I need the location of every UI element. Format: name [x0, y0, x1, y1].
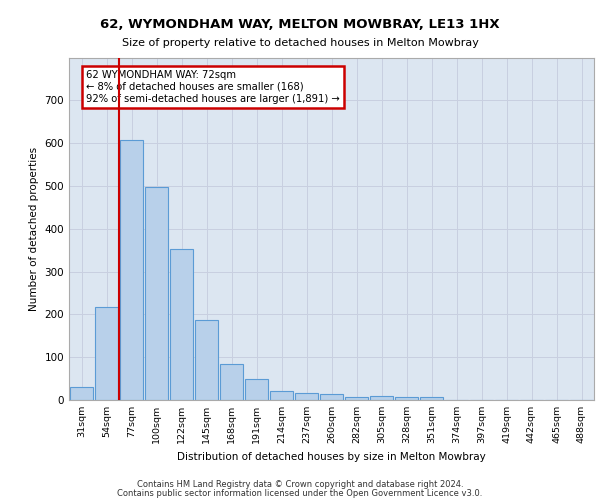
- Bar: [70, 387, 94, 400]
- Bar: [295, 392, 319, 400]
- Bar: [419, 397, 443, 400]
- Bar: [344, 396, 368, 400]
- Text: Size of property relative to detached houses in Melton Mowbray: Size of property relative to detached ho…: [122, 38, 478, 48]
- Text: 62 WYMONDHAM WAY: 72sqm
← 8% of detached houses are smaller (168)
92% of semi-de: 62 WYMONDHAM WAY: 72sqm ← 8% of detached…: [86, 70, 340, 104]
- Y-axis label: Number of detached properties: Number of detached properties: [29, 146, 39, 311]
- Text: Contains HM Land Registry data © Crown copyright and database right 2024.: Contains HM Land Registry data © Crown c…: [137, 480, 463, 489]
- Bar: [395, 396, 418, 400]
- Bar: [145, 187, 169, 400]
- X-axis label: Distribution of detached houses by size in Melton Mowbray: Distribution of detached houses by size …: [177, 452, 486, 462]
- Bar: [95, 306, 118, 400]
- Bar: [320, 394, 343, 400]
- Text: 62, WYMONDHAM WAY, MELTON MOWBRAY, LE13 1HX: 62, WYMONDHAM WAY, MELTON MOWBRAY, LE13 …: [100, 18, 500, 30]
- Bar: [119, 140, 143, 400]
- Bar: [269, 392, 293, 400]
- Bar: [194, 320, 218, 400]
- Bar: [370, 396, 394, 400]
- Bar: [170, 250, 193, 400]
- Bar: [220, 364, 244, 400]
- Bar: [245, 378, 268, 400]
- Text: Contains public sector information licensed under the Open Government Licence v3: Contains public sector information licen…: [118, 490, 482, 498]
